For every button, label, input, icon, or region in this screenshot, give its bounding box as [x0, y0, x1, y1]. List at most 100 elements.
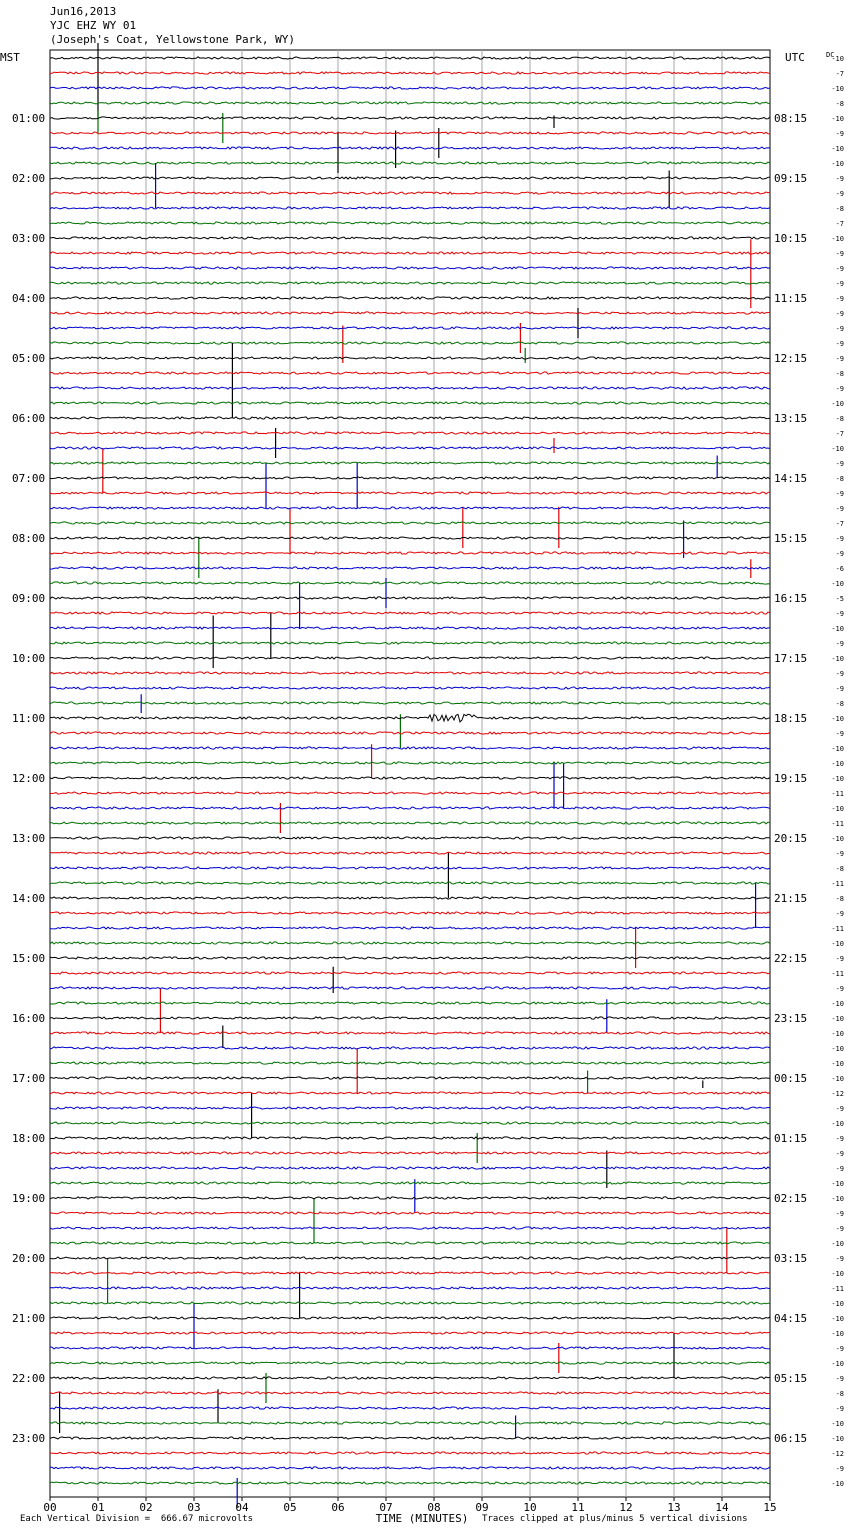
- trace-line: [49, 1406, 771, 1410]
- trace-line: [49, 626, 770, 630]
- x-tick-label: 13: [667, 1501, 680, 1514]
- dc-offset-label: -10: [831, 655, 844, 663]
- trace-line: [49, 1196, 771, 1200]
- mst-hour-label: 17:00: [12, 1072, 45, 1085]
- x-tick-label: 15: [763, 1501, 776, 1514]
- dc-offset-label: -11: [831, 970, 844, 978]
- dc-offset-label: -12: [831, 1090, 844, 1098]
- chart-date: Jun16,2013: [50, 5, 117, 18]
- mst-hour-label: 08:00: [12, 532, 45, 545]
- dc-offset-label: -6: [836, 565, 844, 573]
- dc-offset-label: -9: [836, 670, 844, 678]
- trace-line: [49, 71, 771, 75]
- dc-offset-label: -9: [836, 490, 844, 498]
- trace-line: [49, 671, 771, 675]
- dc-offset-label: -8: [836, 865, 844, 873]
- trace-line: [49, 1031, 771, 1035]
- dc-offset-label: -9: [836, 355, 844, 363]
- dc-offset-label: -10: [831, 145, 844, 153]
- dc-offset-label: -9: [836, 535, 844, 543]
- dc-offset-label: -8: [836, 415, 844, 423]
- dc-offset-label: -10: [831, 1315, 844, 1323]
- trace-line: [49, 236, 771, 240]
- utc-hour-label: 21:15: [774, 892, 807, 905]
- mst-hour-label: 09:00: [12, 592, 45, 605]
- dc-offset-label: -10: [831, 235, 844, 243]
- dc-offset-label: -10: [831, 400, 844, 408]
- dc-offset-label: -9: [836, 985, 844, 993]
- mst-hour-label: 06:00: [12, 412, 45, 425]
- dc-offset-label: -9: [836, 910, 844, 918]
- trace-line: [50, 821, 771, 825]
- dc-offset-label: -10: [831, 625, 844, 633]
- utc-hour-label: 00:15: [774, 1072, 807, 1085]
- dc-offset-label: -10: [831, 835, 844, 843]
- dc-offset-label: -9: [836, 190, 844, 198]
- trace-line: [49, 731, 771, 735]
- x-tick-label: 03: [187, 1501, 200, 1514]
- x-tick-label: 10: [523, 1501, 536, 1514]
- trace-line: [49, 776, 771, 780]
- x-tick-label: 05: [283, 1501, 296, 1514]
- trace-line: [49, 521, 771, 525]
- mst-axis-label: MST: [0, 51, 20, 64]
- trace-line: [49, 896, 771, 900]
- trace-line: [49, 1211, 771, 1215]
- utc-hour-label: 13:15: [774, 412, 807, 425]
- dc-offset-label: -10: [831, 1075, 844, 1083]
- dc-offset-label: -9: [836, 295, 844, 303]
- trace-line: [49, 1241, 771, 1245]
- trace-line: [49, 686, 771, 690]
- trace-line: [49, 911, 771, 915]
- trace-line: [49, 761, 771, 765]
- trace-line: [49, 1076, 771, 1080]
- utc-hour-label: 19:15: [774, 772, 807, 785]
- trace-line: [49, 1331, 771, 1335]
- trace-line: [49, 1151, 770, 1155]
- dc-offset-label: -10: [831, 115, 844, 123]
- trace-line: [49, 1061, 771, 1065]
- x-tick-label: 14: [715, 1501, 729, 1514]
- dc-offset-label: -10: [831, 745, 844, 753]
- dc-offset-label: -8: [836, 895, 844, 903]
- x-tick-label: 04: [235, 1501, 249, 1514]
- dc-offset-label: -10: [831, 1030, 844, 1038]
- trace-line: [49, 101, 771, 105]
- dc-offset-label: -9: [836, 325, 844, 333]
- utc-hour-label: 10:15: [774, 232, 807, 245]
- mst-hour-label: 15:00: [12, 952, 45, 965]
- dc-offset-label: -9: [836, 505, 844, 513]
- dc-offset-label: -8: [836, 205, 844, 213]
- mst-hour-label: 07:00: [12, 472, 45, 485]
- trace-line: [49, 611, 771, 615]
- dc-offset-label: -10: [831, 760, 844, 768]
- mst-hour-label: 10:00: [12, 652, 45, 665]
- trace-line: [49, 386, 771, 390]
- utc-hour-label: 12:15: [774, 352, 807, 365]
- dc-offset-label: -9: [836, 1405, 844, 1413]
- mst-hour-label: 01:00: [12, 112, 45, 125]
- dc-offset-label: -8: [836, 475, 844, 483]
- scale-note: Each Vertical Division = 666.67 microvol…: [20, 1514, 253, 1524]
- utc-hour-label: 08:15: [774, 112, 807, 125]
- mst-hour-label: 19:00: [12, 1192, 45, 1205]
- mst-hour-label: 16:00: [12, 1012, 45, 1025]
- dc-offset-label: -10: [831, 1120, 844, 1128]
- trace-line: [49, 356, 771, 360]
- trace-line: [49, 1181, 771, 1185]
- dc-offset-label: -10: [831, 1195, 844, 1203]
- trace-line: [49, 1046, 771, 1050]
- trace-line: [49, 1091, 771, 1095]
- trace-line: [49, 581, 771, 585]
- trace-line: [49, 836, 770, 840]
- trace-line: [49, 491, 771, 495]
- trace-line: [49, 641, 771, 645]
- x-tick-label: 09: [475, 1501, 488, 1514]
- dc-offset-label: -10: [831, 1435, 844, 1443]
- trace-line: [49, 446, 771, 450]
- trace-line: [49, 1346, 771, 1350]
- dc-offset-label: -5: [836, 595, 844, 603]
- utc-hour-label: 03:15: [774, 1252, 807, 1265]
- x-tick-label: 00: [43, 1501, 56, 1514]
